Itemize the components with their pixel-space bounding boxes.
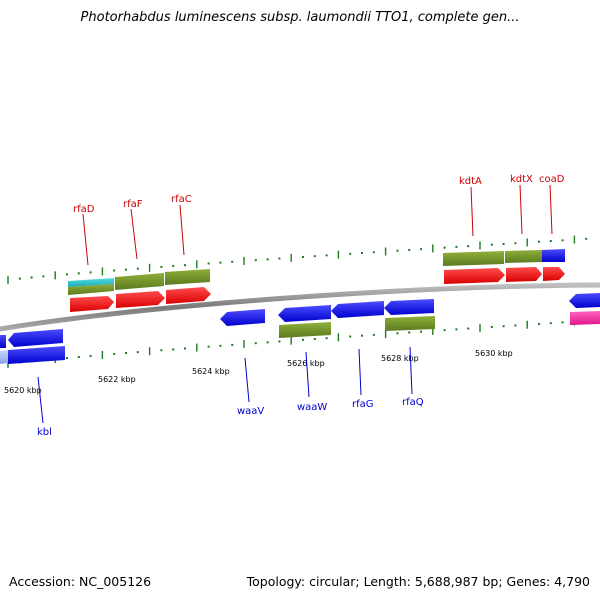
gene-label-waaV: waaV — [237, 406, 264, 417]
gene-label-rfaC: rfaC — [171, 194, 192, 205]
cds-rfaC — [166, 287, 211, 304]
scale-label-5628: 5628 kbp — [381, 354, 419, 363]
reverse-feature-track — [0, 311, 600, 364]
cds-waaV — [220, 309, 265, 326]
backbone-arc — [0, 282, 600, 332]
gene-label-kbl: kbl — [37, 427, 52, 438]
cds-kdtA — [444, 268, 505, 284]
forward-cds-track — [70, 267, 565, 312]
scale-labels: 5620 kbp 5622 kbp 5624 kbp 5626 kbp 5628… — [4, 349, 513, 395]
label-leader-lines — [37, 184, 553, 424]
leader-coaD — [549, 184, 553, 235]
cds-rfaD — [70, 296, 114, 312]
feature-olive-waaW — [279, 322, 331, 338]
cds-rfaG — [331, 301, 384, 318]
cds-rfaQ — [384, 299, 434, 315]
feature-olive-rfaF — [115, 273, 164, 290]
map-title: Photorhabdus luminescens subsp. laumondi… — [80, 10, 520, 25]
feature-blue-coaD — [542, 249, 565, 262]
feature-olive-rfaD — [68, 284, 114, 295]
feature-lightblue-left — [0, 350, 8, 364]
gene-label-rfaG: rfaG — [352, 399, 374, 410]
leader-rfaQ — [409, 346, 413, 395]
cds-rfaF — [116, 291, 165, 308]
leader-kdtX — [519, 184, 523, 235]
outer-tick-row — [7, 235, 588, 284]
feature-olive-kdtA — [443, 251, 504, 266]
cds-coaD — [543, 267, 565, 281]
inner-tick-row — [7, 317, 588, 368]
forward-feature-track — [68, 249, 565, 295]
reverse-gene-labels: kbl waaV waaW rfaG rfaQ — [37, 397, 424, 438]
cds-right-partial — [569, 293, 600, 308]
gene-label-rfaF: rfaF — [123, 199, 143, 210]
feature-olive-rfaC — [165, 269, 210, 285]
forward-gene-labels: rfaD rfaF rfaC kdtA kdtX coaD — [73, 174, 565, 215]
scale-label-5626: 5626 kbp — [287, 359, 325, 368]
cds-kdtX — [506, 267, 542, 282]
leader-kdtA — [470, 186, 474, 237]
leader-rfaC — [179, 204, 185, 256]
scale-label-5624: 5624 kbp — [192, 367, 230, 376]
feature-olive-rfaQ — [385, 316, 435, 331]
leader-rfaF — [130, 208, 138, 260]
accession-text: Accession: NC_005126 — [9, 574, 152, 589]
cds-left-partial — [0, 335, 6, 348]
gene-label-kdtX: kdtX — [510, 174, 533, 185]
gene-label-waaW: waaW — [297, 402, 327, 413]
gene-label-rfaQ: rfaQ — [402, 397, 424, 408]
genome-stats-text: Topology: circular; Length: 5,688,987 bp… — [246, 574, 590, 589]
cds-kbl-upper — [8, 329, 63, 347]
leader-rfaG — [358, 348, 362, 396]
feature-olive-kdtX — [505, 250, 542, 263]
feature-magenta-right — [570, 311, 600, 325]
gene-label-kdtA: kdtA — [459, 176, 482, 187]
leader-kbl — [37, 376, 44, 424]
scale-label-5630: 5630 kbp — [475, 349, 513, 358]
scale-label-5622: 5622 kbp — [98, 375, 136, 384]
gene-label-coaD: coaD — [539, 174, 565, 185]
feature-blue-kbl — [8, 346, 65, 364]
leader-waaV — [244, 357, 250, 403]
cds-waaW — [278, 305, 331, 322]
leader-waaW — [305, 351, 310, 398]
scale-label-5620: 5620 kbp — [4, 386, 42, 395]
leader-rfaD — [82, 213, 89, 266]
gene-label-rfaD: rfaD — [73, 204, 95, 215]
reverse-cds-track — [0, 293, 600, 348]
